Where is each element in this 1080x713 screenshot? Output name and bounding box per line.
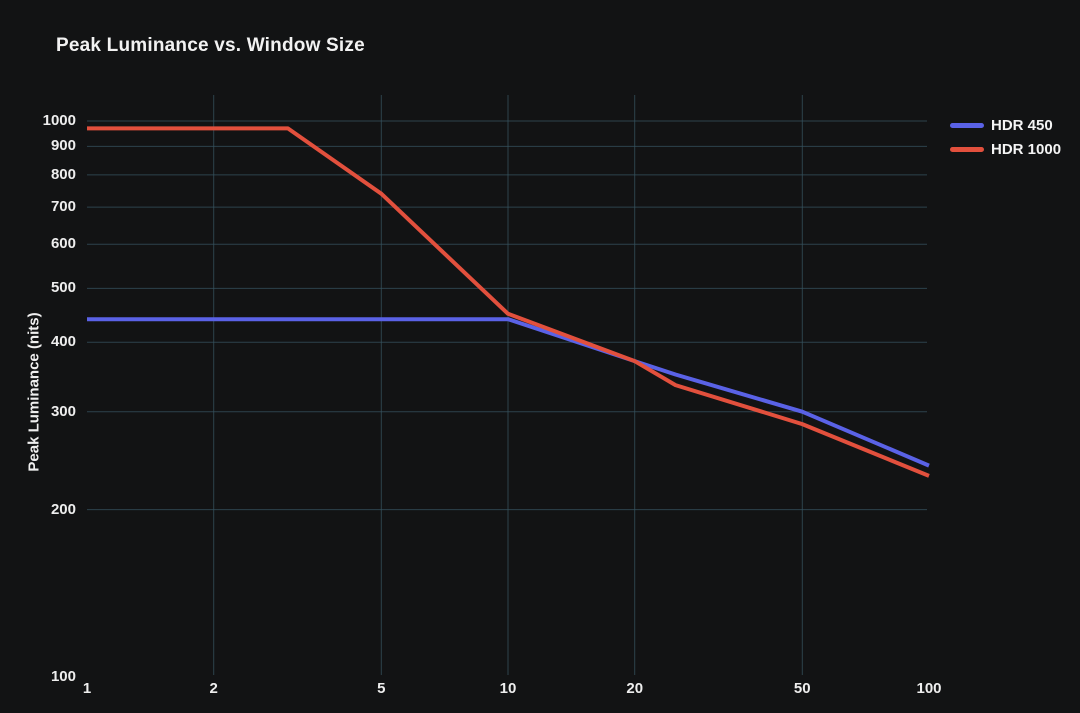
legend-label-hdr-450: HDR 450	[991, 116, 1053, 134]
x-tick-10: 10	[499, 680, 517, 697]
legend-item-hdr-450[interactable]: HDR 450	[950, 116, 1061, 134]
chart-title: Peak Luminance vs. Window Size	[56, 35, 365, 56]
y-tick-300: 300	[50, 402, 76, 420]
y-tick-600: 600	[50, 235, 76, 253]
x-tick-2: 2	[209, 680, 218, 697]
series-line-hdr-450	[87, 317, 930, 468]
hdr-1000-line-swatch	[950, 146, 984, 152]
x-tick-100: 100	[916, 680, 942, 697]
x-tick-50: 50	[793, 680, 811, 697]
y-tick-800: 800	[50, 165, 76, 183]
x-tick-1: 1	[82, 680, 92, 697]
legend: HDR 450 HDR 1000	[950, 116, 1061, 164]
y-tick-900: 900	[50, 137, 76, 155]
y-tick-700: 700	[50, 198, 76, 216]
hdr-450-line-swatch	[950, 122, 984, 128]
y-tick-500: 500	[50, 279, 76, 297]
y-tick-400: 400	[50, 333, 76, 351]
y-tick-100: 100	[50, 668, 76, 685]
legend-label-hdr-1000: HDR 1000	[991, 140, 1062, 158]
y-tick-1000: 1000	[42, 112, 76, 129]
y-tick-200: 200	[50, 500, 76, 518]
legend-item-hdr-1000[interactable]: HDR 1000	[950, 140, 1061, 158]
series-line-hdr-1000	[87, 126, 930, 478]
x-tick-5: 5	[377, 680, 386, 697]
x-tick-20: 20	[626, 680, 644, 697]
